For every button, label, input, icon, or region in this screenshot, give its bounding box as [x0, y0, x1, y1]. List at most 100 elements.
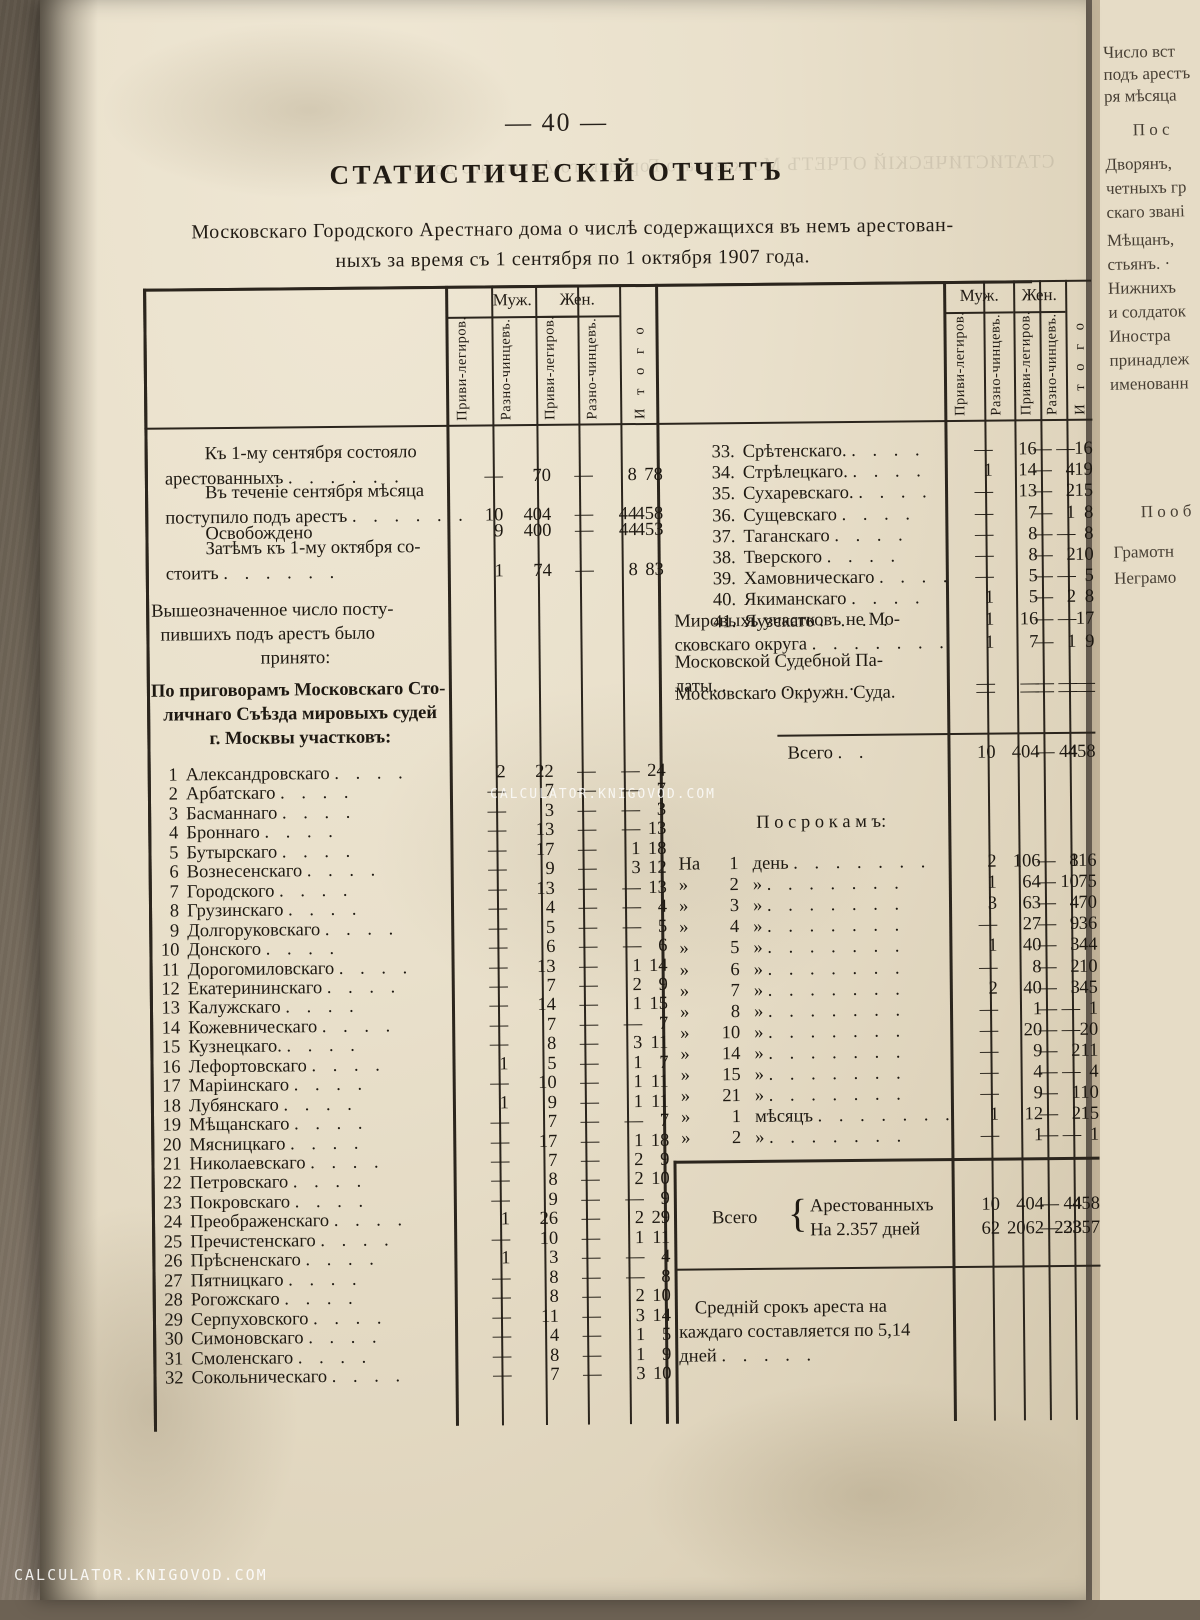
term-prefix: »: [678, 875, 689, 896]
district-number: 1: [168, 765, 178, 786]
district-cell-privileged-female: —: [578, 936, 598, 957]
summary-cell-privileged-female: —: [574, 465, 593, 486]
district-cell-total: 10: [652, 1285, 671, 1307]
adjacent-page-text: Число вст подъ арестъ ря мѣсяца П о с Дворян…: [1102, 0, 1200, 1600]
term-cell-privileged-male: —: [979, 1041, 999, 1062]
page-number: — 40 —: [504, 107, 609, 138]
term-prefix: »: [680, 1023, 690, 1044]
header-privileged-female: Приви-легиров.: [541, 315, 559, 420]
district-cell-privileged-male: —: [489, 956, 508, 977]
district-cell-privileged-female: —: [580, 1130, 600, 1152]
district-number: 7: [169, 882, 179, 903]
district-number: 35.: [711, 484, 736, 505]
district-cell-privileged-female: —: [582, 1325, 602, 1346]
district-cell-privileged-male: —: [489, 995, 509, 1016]
district-cell-privileged-female: —: [582, 1344, 602, 1366]
summary-cell-total: 83: [645, 559, 664, 580]
district-cell-privileged-male: —: [974, 524, 994, 545]
district-number: 2: [168, 784, 179, 806]
district-name: Сокольническаго . . . .: [191, 1366, 407, 1389]
district-cell-commoners-male: 10: [538, 1073, 557, 1094]
adjacent-page-line: Неграмо: [1113, 567, 1177, 588]
total-label: Всего . .: [787, 742, 870, 764]
district-number: 22: [163, 1173, 182, 1195]
district-cell-commoners-male: 4: [549, 1325, 560, 1346]
term-prefix: »: [679, 960, 689, 981]
district-cell-privileged-male: —: [492, 1345, 512, 1366]
district-cell-privileged-male: 1: [984, 588, 995, 609]
term-unit: день . . . . . . .: [752, 852, 932, 874]
term-value: 3: [729, 896, 740, 917]
district-cell-total: 11: [650, 1091, 669, 1112]
note-line-3: принято:: [260, 648, 331, 669]
term-unit: » . . . . . . .: [753, 957, 906, 980]
district-cell-privileged-male: —: [488, 917, 508, 939]
district-cell-privileged-male: 1: [983, 460, 993, 481]
other-source-cell-privileged-male: 1: [985, 632, 995, 653]
district-cell-total: 15: [649, 994, 669, 1015]
adjacent-page-line: принадлеж: [1109, 349, 1190, 370]
summary-cell-commoners-male: 70: [532, 465, 551, 487]
district-number: 34.: [711, 463, 735, 484]
term-cell-total: 10: [1079, 956, 1098, 977]
grand-total-label: Всего: [711, 1207, 758, 1229]
district-cell-total: 19: [1074, 459, 1093, 481]
header-commoners-male: Разно-чинцевъ.: [497, 318, 515, 421]
term-unit: » . . . . . . .: [753, 915, 906, 938]
adjacent-page-line: именованн: [1109, 373, 1189, 394]
district-cell-total: 11: [652, 1227, 671, 1248]
district-cell-privileged-female: —: [579, 975, 598, 996]
district-cell-privileged-female: —: [578, 897, 598, 918]
district-cell-total: 9: [660, 1188, 670, 1209]
term-unit: мѣсяцъ . . . . . . .: [754, 1105, 956, 1128]
term-value: 14: [721, 1043, 741, 1065]
term-cell-privileged-male: 1: [987, 872, 997, 893]
district-cell-privileged-male: —: [488, 898, 508, 919]
summary-cell-privileged-male: —: [484, 466, 503, 487]
district-cell-privileged-female: —: [579, 1033, 599, 1054]
district-cell-privileged-female: —: [578, 878, 597, 899]
district-cell-total: 17: [1075, 608, 1095, 629]
district-cell-total: 7: [659, 1052, 669, 1073]
term-unit: » . . . . . . .: [754, 1063, 907, 1085]
term-value: 15: [722, 1065, 741, 1086]
district-cell-privileged-male: —: [489, 976, 508, 997]
note-line-2: пившихъ подъ арестъ было: [160, 623, 376, 646]
term-cell-total: 116: [1069, 850, 1097, 871]
district-cell-total: 7: [659, 1110, 670, 1131]
district-number: 11: [161, 959, 180, 981]
header-privileged-male: Приви-легиров.: [951, 311, 969, 417]
district-cell-total: 3: [656, 799, 667, 820]
district-cell-commoners-male: 9: [548, 1189, 558, 1210]
table-rules: [32, 0, 1101, 1429]
district-cell-total: 7: [658, 1013, 669, 1034]
term-unit: » . . . . . . .: [753, 979, 906, 1001]
total-cell-total: 458: [1067, 741, 1096, 762]
district-cell-privileged-male: —: [488, 859, 507, 880]
district-cell-privileged-male: —: [491, 1229, 511, 1250]
term-cell-privileged-male: —: [979, 1020, 999, 1041]
grand-total-row1-label: Арестованныхъ: [809, 1195, 934, 1217]
district-cell-privileged-male: —: [492, 1326, 512, 1347]
district-cell-total: 13: [647, 819, 667, 840]
district-cell-privileged-male: —: [488, 937, 508, 958]
district-cell-total: 15: [1074, 481, 1094, 502]
district-cell-total: 9: [661, 1344, 672, 1365]
term-prefix: На: [678, 854, 701, 875]
district-number: 25: [163, 1232, 183, 1253]
total-cell-privileged-male: 10: [976, 742, 996, 763]
district-cell-total: 14: [648, 955, 668, 976]
district-number: 5: [169, 843, 179, 864]
district-cell-privileged-male: —: [491, 1170, 510, 1191]
header-group-male: Муж.: [959, 285, 999, 305]
note-line-1: Вышеозначенное число посту-: [151, 599, 394, 622]
district-cell-commoners-male: 5: [545, 917, 556, 938]
district-cell-commoners-male: 4: [545, 898, 556, 919]
district-cell-privileged-male: —: [489, 1015, 509, 1036]
district-number: 37.: [712, 526, 736, 548]
district-cell-privileged-male: —: [491, 1267, 511, 1289]
district-cell-commoners-male: 17: [538, 1131, 558, 1152]
summary-cell-total: 453: [635, 519, 664, 541]
district-cell-total: 4: [657, 896, 668, 918]
district-cell-privileged-female: —: [581, 1247, 601, 1268]
